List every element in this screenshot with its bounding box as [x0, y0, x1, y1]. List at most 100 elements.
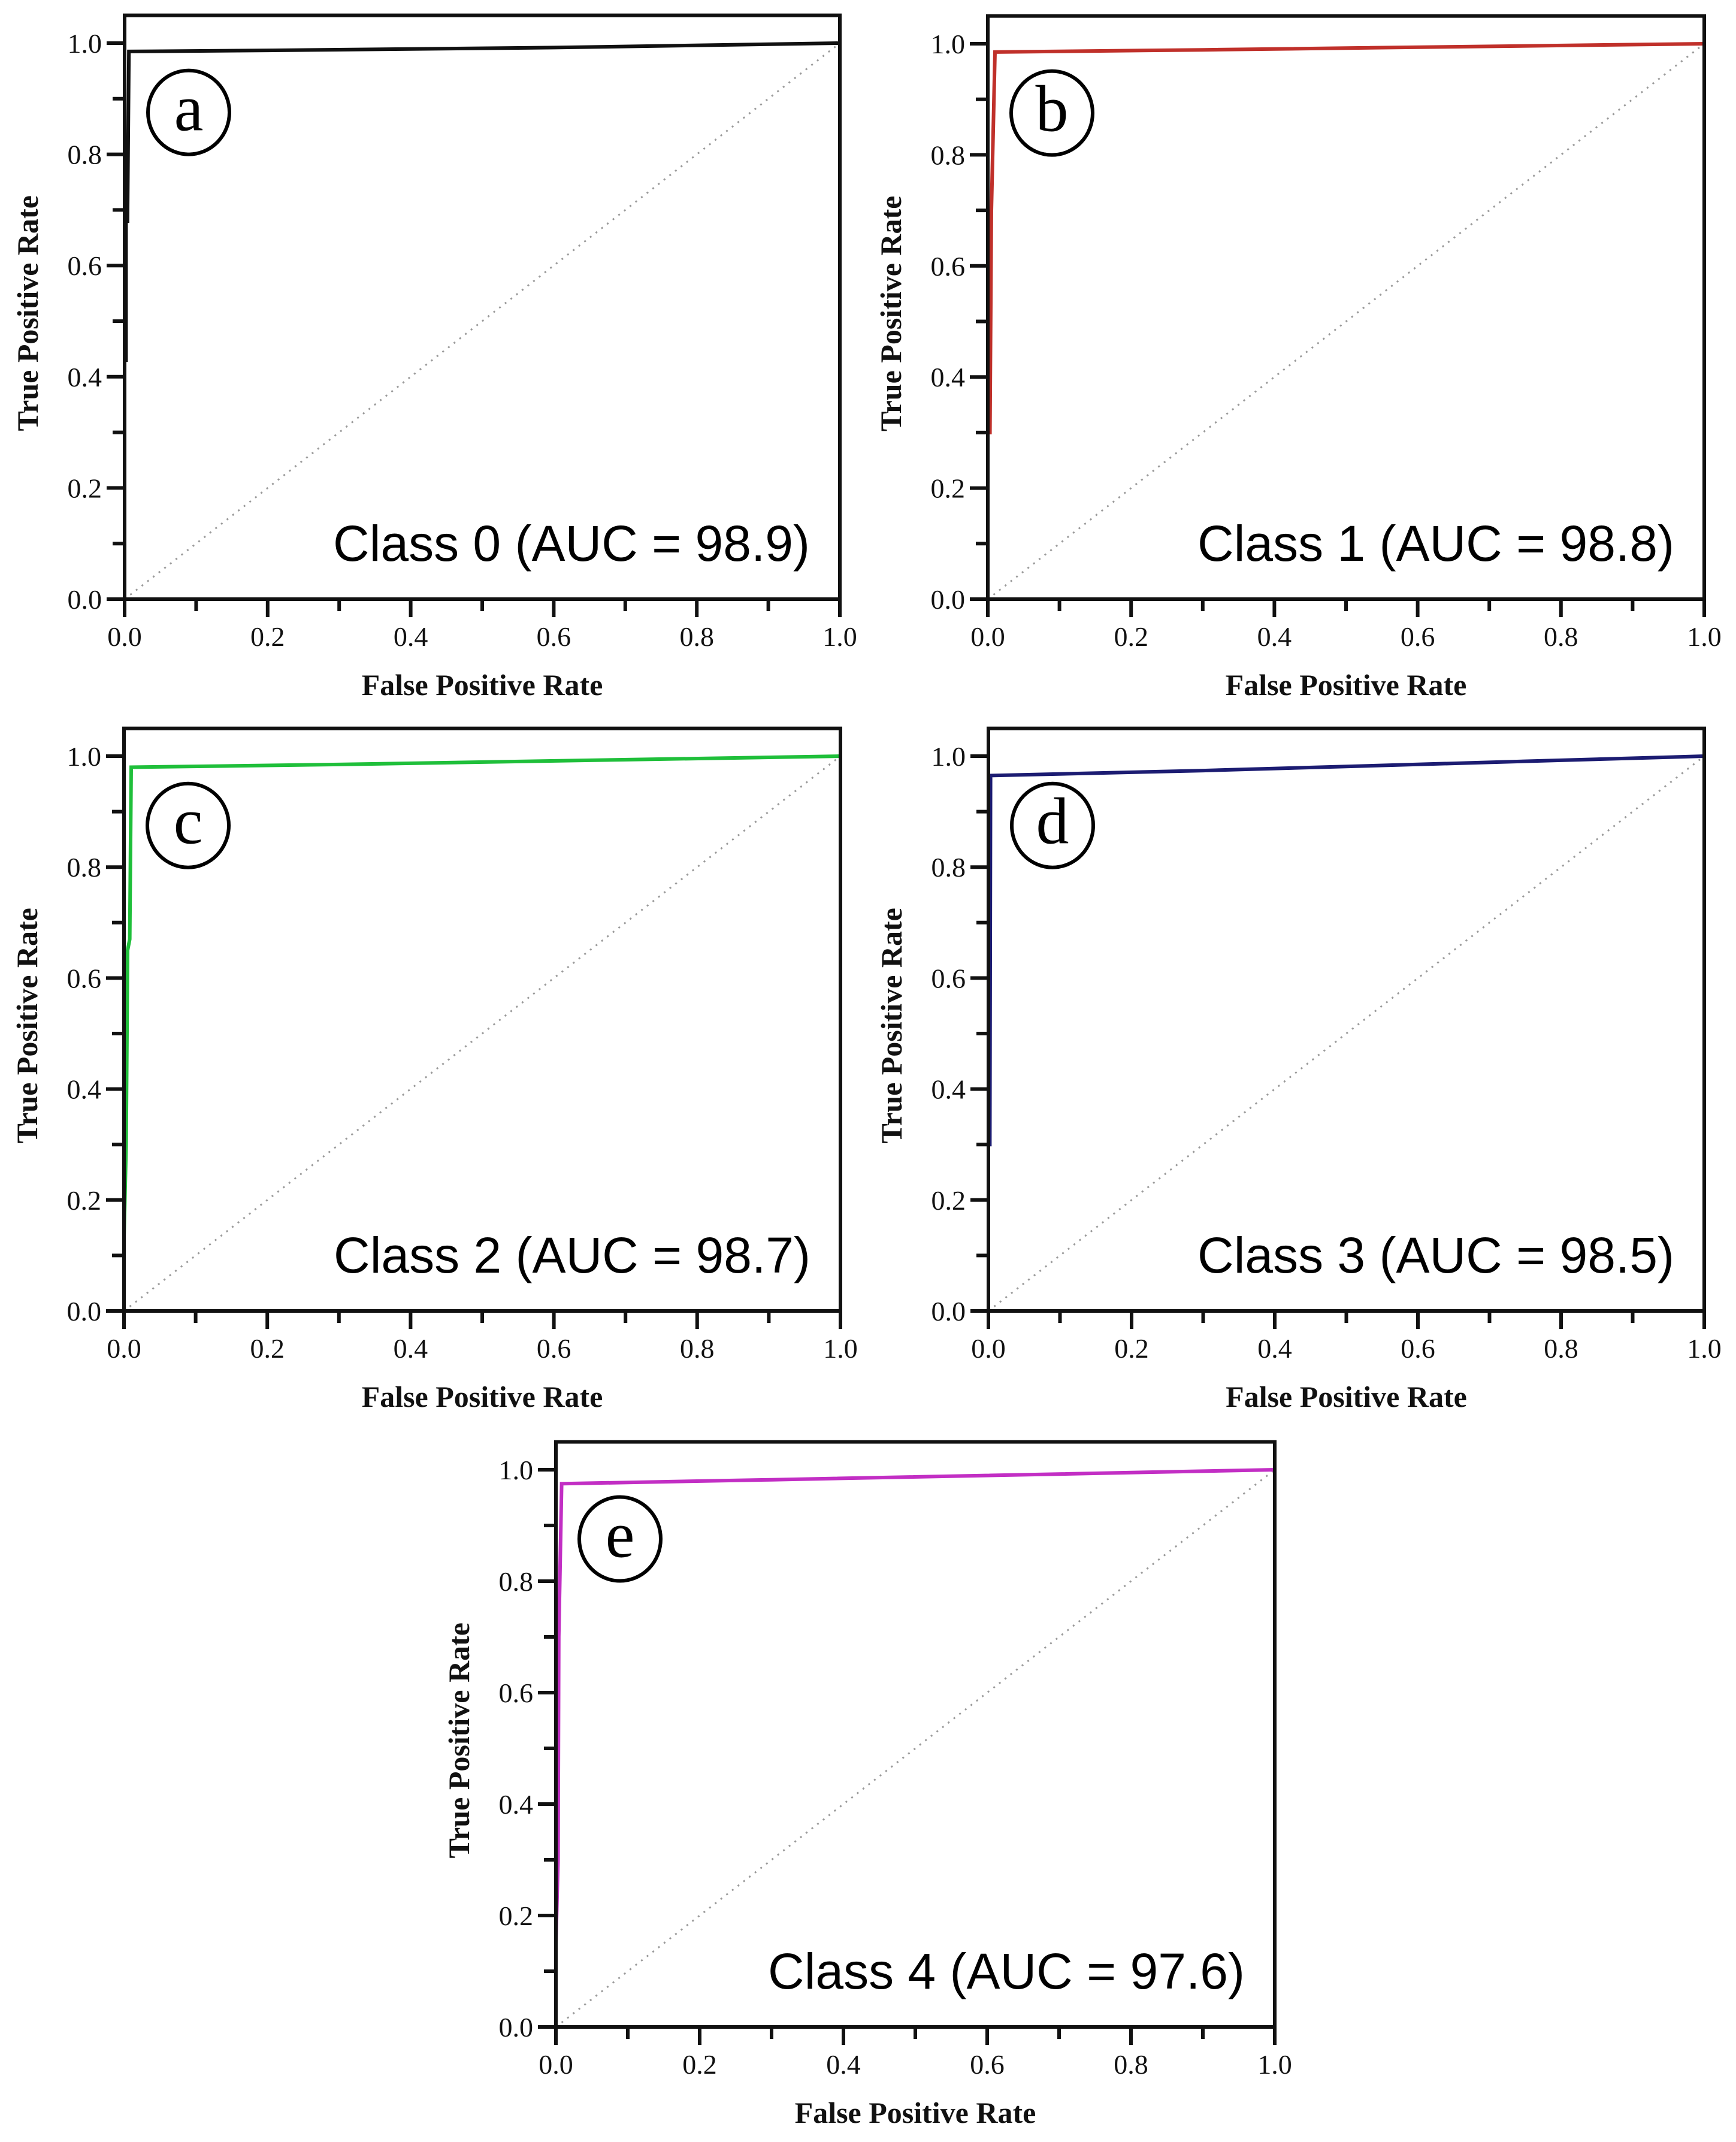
auc-annotation: Class 4 (AUC = 97.6) — [768, 1943, 1245, 1999]
y-axis-label: True Positive Rate — [10, 908, 44, 1143]
x-axis-label: False Positive Rate — [1226, 1380, 1467, 1413]
x-tick-label: 1.0 — [1257, 2049, 1292, 2080]
x-tick-label: 0.0 — [971, 1333, 1006, 1364]
chance-diagonal-line — [987, 43, 1705, 600]
chance-diagonal-line — [123, 755, 841, 1312]
x-tick-label: 1.0 — [823, 1333, 858, 1364]
y-axis-label: True Positive Rate — [11, 195, 44, 431]
x-tick-label: 0.2 — [250, 621, 285, 652]
y-tick-label: 0.4 — [931, 362, 966, 392]
x-tick-label: 0.4 — [826, 2049, 861, 2080]
y-tick-label: 0.8 — [499, 1566, 534, 1597]
x-tick-label: 0.2 — [682, 2049, 717, 2080]
panel-label-letter: b — [1036, 72, 1069, 146]
panel-label-letter: a — [174, 72, 204, 145]
y-tick-label: 0.6 — [931, 963, 966, 993]
y-tick-label: 1.0 — [931, 29, 966, 59]
x-tick-label: 0.6 — [1401, 1333, 1435, 1364]
x-tick-label: 0.2 — [250, 1333, 285, 1364]
plot-frame — [554, 1440, 1277, 2029]
y-tick-label: 0.8 — [68, 140, 102, 170]
roc-panels: 0.0 0.2 0.4 0.6 0.8 1.0 0.0 0.2 0.4 0.6 0.8 1.0 Fals… — [10, 13, 1722, 2129]
x-tick-label: 0.6 — [1401, 621, 1435, 652]
roc-panel-e: 0.0 0.2 0.4 0.6 0.8 1.0 0.0 0.2 0.4 0.6 0.8 1.0 Fals… — [442, 1440, 1292, 2129]
y-axis-label: True Positive Rate — [442, 1623, 476, 1858]
y-tick-label: 0.0 — [68, 584, 102, 615]
y-tick-label: 0.2 — [499, 1901, 534, 1931]
y-tick-label: 0.4 — [68, 362, 102, 392]
y-tick-label: 0.2 — [68, 473, 102, 503]
x-tick-label: 0.4 — [1257, 1333, 1292, 1364]
panel-label-circle — [146, 68, 231, 156]
x-tick-label: 0.0 — [107, 621, 142, 652]
roc-panel-d: 0.0 0.2 0.4 0.6 0.8 1.0 0.0 0.2 0.4 0.6 0.8 1.0 Fals… — [875, 726, 1722, 1413]
panel-label-letter: d — [1036, 785, 1069, 858]
panel-label-circle — [577, 1495, 663, 1583]
y-tick-label: 0.6 — [499, 1678, 534, 1708]
y-tick-label: 0.6 — [68, 250, 102, 281]
y-axis-label: True Positive Rate — [875, 908, 908, 1143]
x-tick-label: 0.8 — [1544, 621, 1578, 652]
y-tick-label: 1.0 — [931, 741, 966, 772]
auc-annotation: Class 3 (AUC = 98.5) — [1197, 1227, 1674, 1283]
y-tick-label: 0.0 — [931, 584, 966, 615]
x-axis-label: False Positive Rate — [362, 1380, 603, 1413]
y-tick-label: 1.0 — [67, 741, 102, 772]
y-tick-label: 0.2 — [67, 1185, 102, 1216]
y-tick-label: 0.8 — [67, 852, 102, 883]
x-tick-label: 0.8 — [1544, 1333, 1578, 1364]
x-tick-label: 0.4 — [394, 1333, 428, 1364]
plot-frame — [123, 13, 842, 602]
panel-label-circle — [1010, 781, 1095, 869]
y-tick-label: 0.6 — [931, 251, 966, 282]
panel-label-circle — [1009, 69, 1094, 157]
y-tick-label: 0.4 — [67, 1074, 102, 1105]
x-tick-label: 0.0 — [970, 621, 1005, 652]
plot-frame — [122, 726, 842, 1313]
auc-annotation: Class 0 (AUC = 98.9) — [333, 515, 810, 572]
x-tick-label: 0.2 — [1114, 1333, 1149, 1364]
plot-frame — [986, 14, 1706, 601]
x-tick-label: 0.6 — [537, 1333, 571, 1364]
x-tick-label: 0.8 — [679, 621, 714, 652]
x-axis-label: False Positive Rate — [795, 2096, 1036, 2129]
y-tick-label: 0.2 — [931, 1185, 966, 1216]
y-tick-label: 0.0 — [931, 1296, 966, 1327]
x-tick-label: 0.8 — [680, 1333, 715, 1364]
roc-panel-c: 0.0 0.2 0.4 0.6 0.8 1.0 0.0 0.2 0.4 0.6 0.8 1.0 Fals… — [10, 726, 858, 1413]
x-tick-label: 0.0 — [539, 2049, 573, 2080]
chance-diagonal-line — [555, 1469, 1275, 2028]
y-tick-label: 1.0 — [499, 1455, 534, 1485]
x-tick-label: 1.0 — [822, 621, 857, 652]
chance-diagonal-line — [124, 42, 840, 600]
roc-panel-a: 0.0 0.2 0.4 0.6 0.8 1.0 0.0 0.2 0.4 0.6 0.8 1.0 Fals… — [11, 13, 857, 702]
x-axis-label: False Positive Rate — [1226, 668, 1467, 702]
x-tick-label: 0.8 — [1114, 2049, 1148, 2080]
x-tick-label: 0.0 — [107, 1333, 141, 1364]
x-tick-label: 0.4 — [1257, 621, 1292, 652]
y-tick-label: 0.8 — [931, 852, 966, 883]
y-tick-label: 0.0 — [499, 2012, 534, 2043]
x-tick-label: 0.6 — [970, 2049, 1005, 2080]
x-axis-label: False Positive Rate — [362, 668, 603, 702]
y-tick-label: 0.4 — [499, 1789, 534, 1820]
y-tick-label: 0.0 — [67, 1296, 102, 1327]
x-tick-label: 1.0 — [1687, 621, 1722, 652]
y-tick-label: 0.8 — [931, 140, 966, 170]
panel-label-letter: c — [174, 785, 203, 858]
y-tick-label: 0.2 — [931, 473, 966, 504]
y-tick-label: 0.4 — [931, 1074, 966, 1105]
x-tick-label: 0.2 — [1114, 621, 1148, 652]
x-tick-label: 1.0 — [1687, 1333, 1722, 1364]
y-axis-label: True Positive Rate — [874, 196, 908, 431]
auc-annotation: Class 1 (AUC = 98.8) — [1197, 515, 1674, 572]
panel-label-circle — [146, 781, 231, 869]
plot-frame — [987, 726, 1706, 1313]
auc-annotation: Class 2 (AUC = 98.7) — [334, 1227, 810, 1283]
panel-label-letter: e — [606, 1499, 635, 1572]
roc-panel-b: 0.0 0.2 0.4 0.6 0.8 1.0 0.0 0.2 0.4 0.6 0.8 1.0 Fals… — [874, 14, 1722, 702]
y-tick-label: 1.0 — [68, 28, 102, 59]
x-tick-label: 0.6 — [537, 621, 571, 652]
y-tick-label: 0.6 — [67, 963, 102, 993]
